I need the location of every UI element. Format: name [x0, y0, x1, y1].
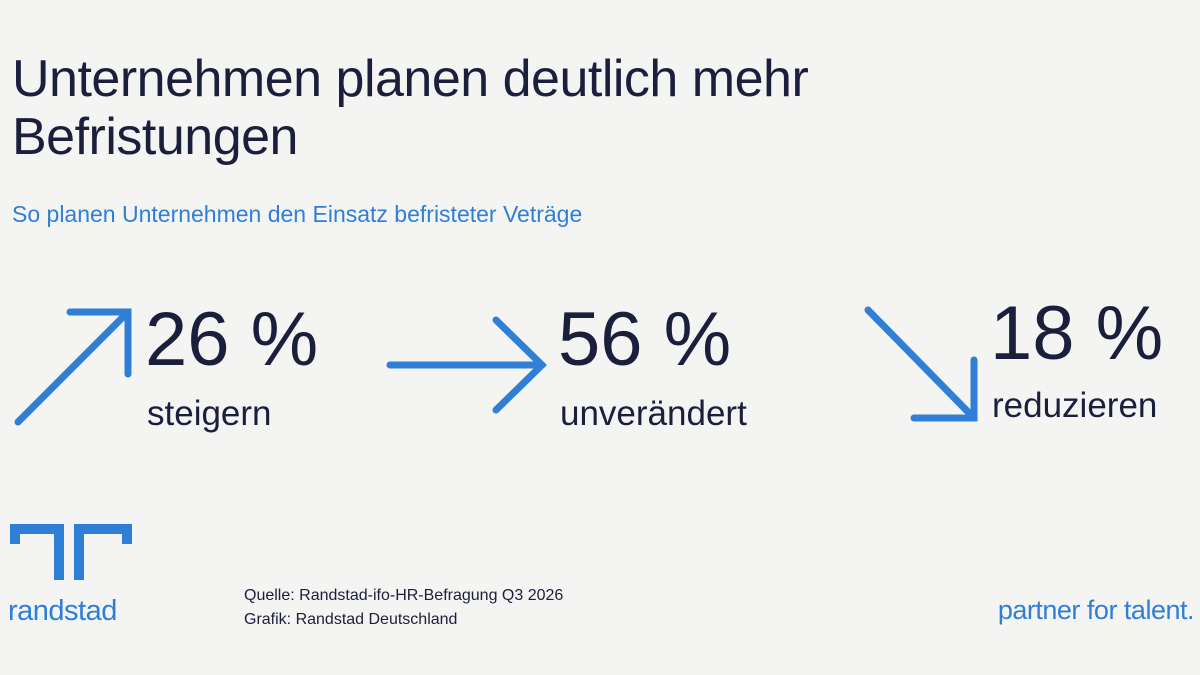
chart-subtitle: So planen Unternehmen den Einsatz befris…: [12, 201, 583, 227]
randstad-logo-text: randstad: [8, 595, 117, 627]
randstad-logo-icon: [10, 524, 132, 580]
title-line-2: Befristungen: [12, 108, 298, 166]
arrow-right-icon: [386, 316, 548, 414]
tagline: partner for talent.: [997, 595, 1195, 625]
randstad-logo: randstad: [8, 522, 138, 632]
source-line: Quelle: Randstad-ifo-HR-Befragung Q3 202…: [244, 587, 564, 604]
stat-value-reduce: 18 %: [990, 291, 1164, 376]
chart-title: Unternehmen planen deutlich mehr Befrist…: [12, 50, 1012, 166]
stat-label-unchanged: unverändert: [560, 394, 747, 433]
graphic-credit-line: Grafik: Randstad Deutschland: [244, 611, 458, 628]
source-note: Quelle: Randstad-ifo-HR-Befragung Q3 202…: [244, 584, 563, 632]
arrow-down-right-icon: [864, 306, 978, 422]
arrow-up-right-icon: [14, 308, 132, 426]
stat-label-reduce: reduzieren: [992, 386, 1158, 425]
stat-label-increase: steigern: [147, 394, 272, 433]
title-line-1: Unternehmen planen deutlich mehr: [12, 50, 809, 108]
stat-value-increase: 26 %: [145, 297, 319, 382]
stat-value-unchanged: 56 %: [558, 297, 732, 382]
